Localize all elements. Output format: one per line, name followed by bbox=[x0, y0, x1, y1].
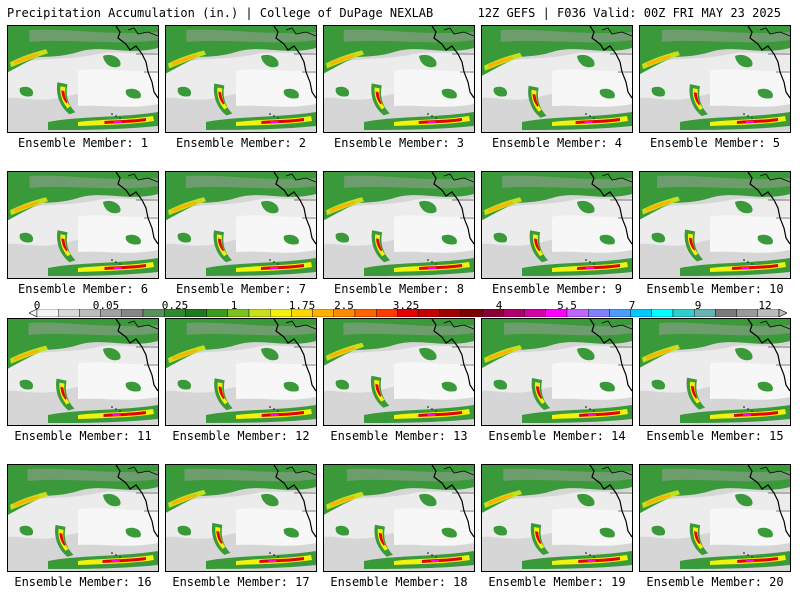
scale-tick-label: 4 bbox=[495, 299, 503, 312]
ensemble-member-label: Ensemble Member: 7 bbox=[175, 282, 307, 296]
scale-tick-label: 1 bbox=[230, 299, 238, 312]
ensemble-member-panel: Ensemble Member: 7 bbox=[165, 171, 317, 296]
scale-swatch bbox=[588, 309, 610, 317]
ensemble-member-label: Ensemble Member: 18 bbox=[330, 575, 468, 589]
scale-tick-label: 9 bbox=[694, 299, 702, 312]
scale-swatch bbox=[672, 309, 695, 317]
precip-map-image bbox=[323, 171, 475, 279]
ensemble-member-panel: Ensemble Member: 4 bbox=[481, 25, 633, 150]
precip-map-image bbox=[165, 171, 317, 279]
precip-map-image bbox=[639, 25, 791, 133]
precip-map-image bbox=[639, 171, 791, 279]
precip-map-image bbox=[323, 464, 475, 572]
ensemble-member-panel: Ensemble Member: 13 bbox=[323, 318, 475, 443]
ensemble-member-panel: Ensemble Member: 6 bbox=[7, 171, 159, 296]
ensemble-member-panel: Ensemble Member: 8 bbox=[323, 171, 475, 296]
scale-tick-label: 5.5 bbox=[557, 299, 577, 312]
precip-map-image bbox=[165, 464, 317, 572]
ensemble-member-label: Ensemble Member: 19 bbox=[488, 575, 626, 589]
precip-map-image bbox=[639, 464, 791, 572]
ensemble-member-label: Ensemble Member: 14 bbox=[488, 429, 626, 443]
ensemble-member-panel: Ensemble Member: 16 bbox=[7, 464, 159, 589]
scale-tick-label: 0.05 bbox=[92, 299, 120, 312]
color-scale-bar bbox=[29, 309, 787, 317]
ensemble-member-label: Ensemble Member: 2 bbox=[175, 136, 307, 150]
scale-tick-label: 7 bbox=[628, 299, 636, 312]
scale-swatch bbox=[460, 309, 483, 317]
precip-color-scale: 0 0.05 0.25 1 1.75 2.5 3.25 4 5.5 7 9 12 bbox=[29, 299, 787, 319]
scale-arrow-right bbox=[778, 309, 787, 317]
ensemble-member-label: Ensemble Member: 20 bbox=[646, 575, 784, 589]
precip-map-image bbox=[7, 464, 159, 572]
precip-map-image bbox=[481, 318, 633, 426]
ensemble-member-panel: Ensemble Member: 2 bbox=[165, 25, 317, 150]
scale-swatch bbox=[503, 309, 525, 317]
precip-map-image bbox=[323, 25, 475, 133]
precip-map-image bbox=[481, 171, 633, 279]
precip-map-image bbox=[7, 171, 159, 279]
precip-map-image bbox=[481, 464, 633, 572]
ensemble-member-panel: Ensemble Member: 9 bbox=[481, 171, 633, 296]
scale-swatch bbox=[524, 309, 547, 317]
ensemble-member-label: Ensemble Member: 13 bbox=[330, 429, 468, 443]
ensemble-member-label: Ensemble Member: 10 bbox=[646, 282, 784, 296]
scale-swatch bbox=[58, 309, 80, 317]
ensemble-member-label: Ensemble Member: 6 bbox=[17, 282, 149, 296]
scale-tick-label: 12 bbox=[758, 299, 772, 312]
ensemble-member-label: Ensemble Member: 5 bbox=[649, 136, 781, 150]
precip-map-image bbox=[323, 318, 475, 426]
ensemble-member-panel: Ensemble Member: 20 bbox=[639, 464, 791, 589]
ensemble-member-panel: Ensemble Member: 17 bbox=[165, 464, 317, 589]
ensemble-member-panel: Ensemble Member: 15 bbox=[639, 318, 791, 443]
scale-swatch bbox=[651, 309, 674, 317]
scale-swatch bbox=[121, 309, 144, 317]
scale-tick-label: 1.75 bbox=[288, 299, 316, 312]
scale-swatch bbox=[609, 309, 631, 317]
precip-map-image bbox=[7, 25, 159, 133]
ensemble-member-panel: Ensemble Member: 19 bbox=[481, 464, 633, 589]
scale-tick-label: 3.25 bbox=[392, 299, 420, 312]
chart-header-title: Precipitation Accumulation (in.) | Colle… bbox=[7, 6, 434, 20]
ensemble-member-panel: Ensemble Member: 11 bbox=[7, 318, 159, 443]
precip-map-image bbox=[639, 318, 791, 426]
scale-swatch bbox=[248, 309, 271, 317]
scale-tick-label: 0 bbox=[33, 299, 41, 312]
scale-swatch bbox=[439, 309, 462, 317]
scale-swatch bbox=[312, 309, 335, 317]
scale-swatch bbox=[418, 309, 441, 317]
scale-tick-label: 2.5 bbox=[334, 299, 354, 312]
model-run-info: 12Z GEFS | F036 Valid: 00Z FRI MAY 23 20… bbox=[477, 6, 781, 20]
precip-map-image bbox=[481, 25, 633, 133]
precip-map-image bbox=[7, 318, 159, 426]
scale-swatch bbox=[354, 309, 377, 317]
ensemble-member-panel: Ensemble Member: 3 bbox=[323, 25, 475, 150]
ensemble-member-label: Ensemble Member: 17 bbox=[172, 575, 310, 589]
scale-swatch bbox=[715, 309, 737, 317]
ensemble-member-label: Ensemble Member: 9 bbox=[491, 282, 623, 296]
ensemble-member-label: Ensemble Member: 16 bbox=[14, 575, 152, 589]
ensemble-member-panel: Ensemble Member: 12 bbox=[165, 318, 317, 443]
scale-swatch bbox=[206, 309, 229, 317]
ensemble-member-label: Ensemble Member: 11 bbox=[14, 429, 152, 443]
precip-map-image bbox=[165, 25, 317, 133]
ensemble-member-label: Ensemble Member: 8 bbox=[333, 282, 465, 296]
ensemble-member-panel: Ensemble Member: 18 bbox=[323, 464, 475, 589]
ensemble-member-label: Ensemble Member: 3 bbox=[333, 136, 465, 150]
precip-map-image bbox=[165, 318, 317, 426]
ensemble-member-panel: Ensemble Member: 1 bbox=[7, 25, 159, 150]
ensemble-member-panel: Ensemble Member: 5 bbox=[639, 25, 791, 150]
scale-swatch bbox=[185, 309, 207, 317]
ensemble-member-label: Ensemble Member: 1 bbox=[17, 136, 149, 150]
ensemble-member-panel: Ensemble Member: 10 bbox=[639, 171, 791, 296]
ensemble-member-label: Ensemble Member: 15 bbox=[646, 429, 784, 443]
ensemble-member-panel: Ensemble Member: 14 bbox=[481, 318, 633, 443]
scale-swatch bbox=[736, 309, 758, 317]
scale-tick-label: 0.25 bbox=[161, 299, 189, 312]
ensemble-member-label: Ensemble Member: 12 bbox=[172, 429, 310, 443]
ensemble-member-label: Ensemble Member: 4 bbox=[491, 136, 623, 150]
